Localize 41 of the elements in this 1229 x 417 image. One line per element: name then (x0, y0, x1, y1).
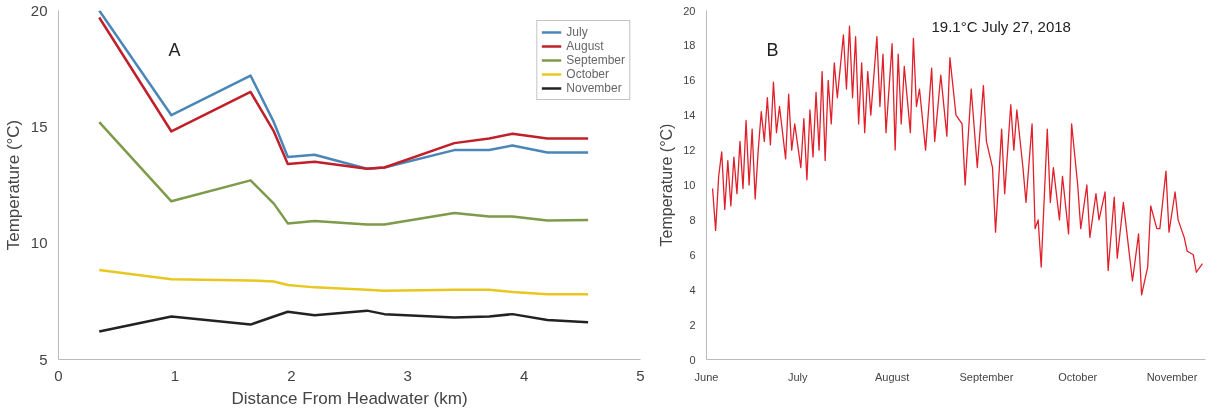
x-tick-label: 1 (170, 366, 180, 384)
y-tick-label: 18 (683, 39, 696, 52)
y-tick-label: 6 (689, 248, 696, 261)
line-series (97, 268, 590, 296)
y-tick-label: 10 (30, 234, 48, 252)
x-tick-label: 4 (519, 366, 529, 384)
x-tick-label: 2 (287, 366, 296, 384)
annotation: A (168, 39, 181, 60)
x-tick-label: 0 (54, 366, 63, 384)
y-tick-label: 4 (689, 283, 696, 296)
legend-label: November (566, 81, 622, 95)
y-tick-label: 14 (683, 109, 696, 122)
x-tick-label: August (874, 370, 910, 383)
x-tick-label: October (1058, 370, 1098, 383)
y-tick-label: 5 (39, 350, 48, 368)
x-tick-label: June (694, 370, 719, 383)
y-tick-label: 10 (683, 179, 696, 191)
y-tick-label: 20 (683, 4, 696, 17)
legend-label: September (566, 53, 625, 67)
y-tick-label: 15 (30, 117, 48, 135)
x-tick-label: July (788, 370, 809, 383)
y-tick-label: 8 (689, 213, 696, 226)
y-axis-title: Temperature (°C) (658, 123, 676, 247)
y-tick-label: 20 (30, 1, 48, 19)
y-tick-label: 16 (683, 74, 696, 87)
x-tick-label: 3 (403, 366, 412, 384)
x-tick-label: 5 (636, 366, 645, 384)
x-tick-label: September (959, 370, 1014, 383)
x-axis-title: Distance From Headwater (km) (231, 388, 468, 408)
line-series (97, 120, 590, 226)
y-tick-label: 0 (689, 353, 696, 366)
annotation: B (766, 39, 779, 60)
line-series (97, 309, 590, 333)
legend-label: October (566, 67, 609, 81)
y-axis-title: Temperature (°C) (3, 119, 23, 251)
y-tick-label: 12 (683, 144, 696, 157)
legend-label: August (566, 39, 604, 53)
y-tick-label: 2 (689, 318, 696, 331)
legend-label: July (566, 25, 588, 39)
annotation: 19.1°C July 27, 2018 (931, 17, 1071, 35)
x-tick-label: November (1146, 370, 1198, 383)
